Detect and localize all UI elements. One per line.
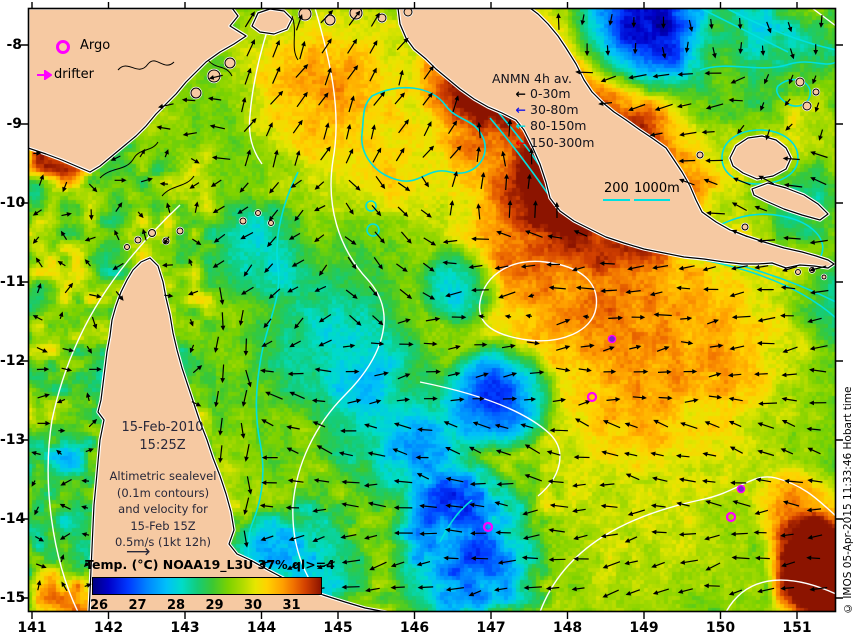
anmn-arrow-icon: ← [515,86,526,101]
x-tick-label: 149 [629,620,659,636]
altimetry-note-line: Altimetric sealevel [109,469,217,483]
map-layers [28,8,836,612]
anmn-depth-item: ← 30-80m [508,102,579,117]
altimetry-note: Altimetric sealevel (0.1m contours) and … [88,468,238,551]
anmn-arrow-icon: ← [515,118,526,134]
y-tick-label: -11 [0,274,26,290]
y-tick-label: -13 [0,432,26,448]
sealevel-contours [47,8,836,612]
x-tick-label: 143 [170,620,200,636]
anmn-depth-label: 150-300m [530,134,595,150]
y-tick-label: -9 [6,116,22,132]
y-tick-label: -14 [0,511,26,527]
x-tick-label: 144 [246,620,277,636]
argo-float-marker [725,511,737,523]
colorbar-title: Temp. (°C) NOAA19_L3U 37% ql>=4 [85,557,335,572]
land-masses [28,8,836,612]
x-tick-label: 148 [552,620,583,636]
altimetry-note-line: 15-Feb 15Z [130,518,196,533]
imos-credit: © IMOS 05-Apr-2015 11:33:46 Hobart time [842,386,854,614]
altimetry-note-line: and velocity for [118,502,208,516]
bathy-1000-label: 1000m [634,181,680,196]
x-tick-label: 150 [705,620,736,636]
anmn-arrow-icon: ← [515,102,526,118]
y-tick-label: -10 [0,195,26,211]
anmn-depth-label: 30-80m [530,102,579,118]
x-tick-label: 151 [782,620,812,636]
drifter-marker [736,484,746,494]
bathy-200-label: 200 [604,181,629,196]
x-tick-label: 142 [93,620,124,636]
x-tick-label: 146 [399,620,430,636]
map-time: 15:25Z [139,438,186,453]
altimetry-note-line: 0.5m/s (1kt 12h) [114,535,212,549]
anmn-depth-item: ← 80-150m [508,118,587,134]
colorbar-tick-label: 28 [166,598,186,613]
anmn-legend-title: ANMN 4h av. [492,71,572,86]
altimetry-note-line: (0.1m contours) [116,485,210,500]
colorbar-tick-label: 31 [282,598,301,613]
colorbar [92,577,322,595]
colorbar-tick-label: 27 [128,598,147,613]
drifter-legend-label: drifter [54,67,94,82]
y-tick-label: -8 [6,37,22,53]
bathy-200-line [603,199,630,201]
map-date: 15-Feb-2010 [121,420,204,435]
anmn-depth-label: 80-150m [530,118,587,134]
drifter-marker [607,334,617,344]
argo-float-marker [482,521,494,533]
colorbar-tick-label: 29 [205,598,224,613]
drifter-icon [37,70,52,80]
timestamp-block: 15-Feb-2010 15:25Z [95,419,230,455]
argo-legend-label: Argo [80,38,111,53]
river-lines [99,15,299,197]
velocity-scale-arrow-icon: ⟶ [126,542,151,562]
y-tick-label: -15 [0,590,26,606]
anmn-arrow-icon: ← [515,134,526,150]
plot-frame [21,2,843,619]
colorbar-tick-label: 26 [89,598,109,613]
bathy-1000-line [634,199,670,201]
anmn-depth-item: ← 150-300m [508,134,595,150]
argo-icon [56,40,70,54]
x-tick-label: 145 [323,620,353,636]
y-tick-label: -12 [0,353,26,369]
argo-float-marker [586,391,598,403]
anmn-depth-label: 0-30m [530,86,571,101]
x-tick-label: 141 [17,620,47,636]
anmn-depth-item: ← 0-30m [508,86,571,101]
colorbar-tick-label: 30 [243,598,263,613]
obs-markers [482,334,746,533]
velocity-arrows [31,10,829,598]
x-tick-label: 147 [476,620,506,636]
